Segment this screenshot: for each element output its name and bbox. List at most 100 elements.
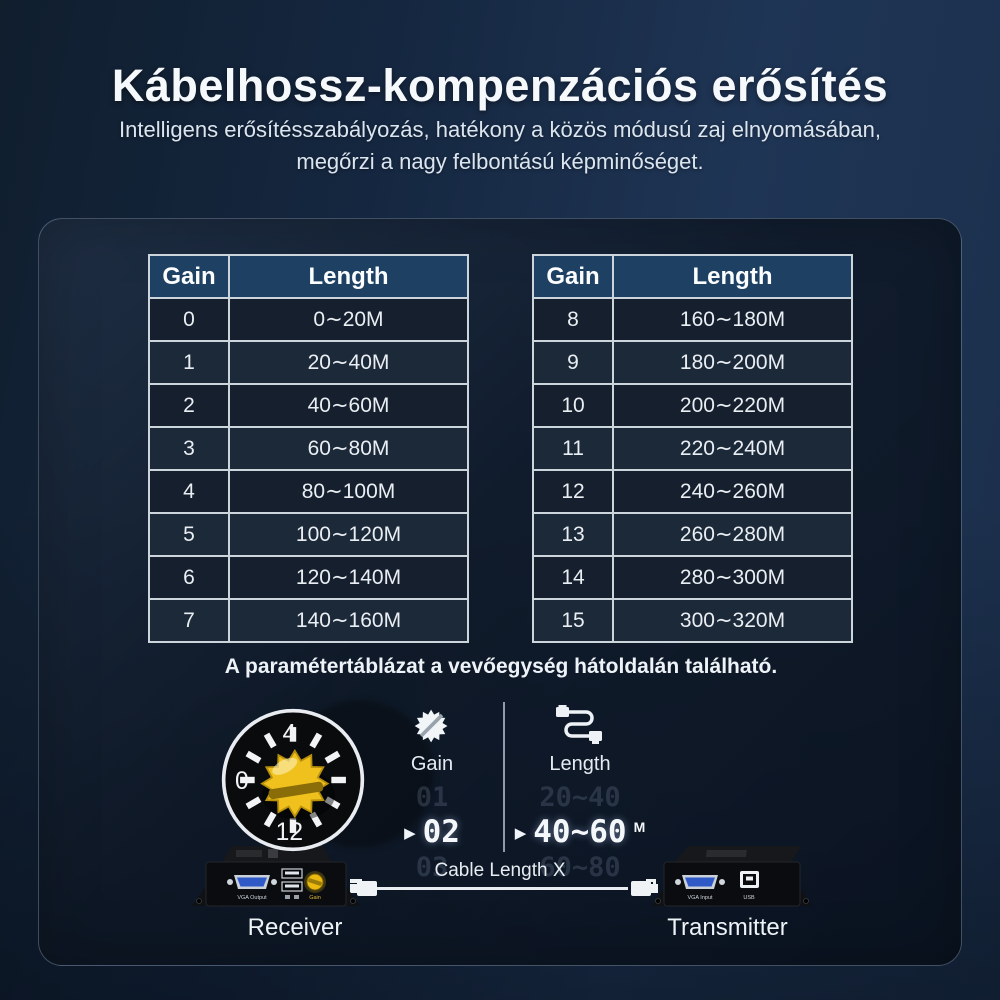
table-row: 9 180∼200M xyxy=(532,340,853,385)
gain-cell: 14 xyxy=(532,555,614,600)
dial-number-bottom: 12 xyxy=(276,819,303,846)
table-row: 6 120∼140M xyxy=(148,555,469,600)
vga-output-port-icon xyxy=(227,875,277,889)
table-header-row: Gain Length xyxy=(148,254,469,299)
cable-icon xyxy=(556,705,602,744)
gain-cell: 12 xyxy=(532,469,614,514)
dial-number-left: 0 xyxy=(235,768,249,795)
gain-knob-label: Gain xyxy=(309,895,321,901)
length-cell: 240∼260M xyxy=(612,469,853,514)
usb-ports-icon xyxy=(281,868,303,899)
gain-cell: 15 xyxy=(532,598,614,643)
length-value-prev: 20~40 xyxy=(539,782,621,813)
table-row: 1 20∼40M xyxy=(148,340,469,385)
subtitle-line-1: Intelligens erősítésszabályozás, hatékon… xyxy=(119,117,881,142)
receiver-label: Receiver xyxy=(247,914,343,941)
column-header: Gain xyxy=(148,254,230,299)
length-cell: 280∼300M xyxy=(612,555,853,600)
length-cell: 220∼240M xyxy=(612,426,853,471)
vga-input-port-icon xyxy=(675,875,725,889)
cable-line xyxy=(376,887,628,890)
selector-arrow-icon: ▶ xyxy=(514,824,527,842)
gain-cell: 9 xyxy=(532,340,614,385)
table-row: 11 220∼240M xyxy=(532,426,853,471)
gain-value-next: 03 xyxy=(415,852,449,883)
table-row: 0 0∼20M xyxy=(148,297,469,342)
table-location-note: A paramétertáblázat a vevőegység hátolda… xyxy=(224,655,778,678)
gain-length-table-right: Gain Length 8 160∼180M 9 180∼200M 10 200∼220M 11… xyxy=(532,254,853,643)
gain-value-prev: 01 xyxy=(415,782,449,813)
table-header-row: Gain Length xyxy=(532,254,853,299)
column-header: Gain xyxy=(532,254,614,299)
gain-cell: 8 xyxy=(532,297,614,342)
length-cell: 140∼160M xyxy=(228,598,469,643)
receiver-device: VGA Output Gain xyxy=(192,842,360,919)
device-top-markings xyxy=(705,850,747,857)
length-unit-label: M xyxy=(633,819,646,835)
table-row: 13 260∼280M xyxy=(532,512,853,557)
gain-cell: 2 xyxy=(148,383,230,428)
table-row: 10 200∼220M xyxy=(532,383,853,428)
length-cell: 40∼60M xyxy=(228,383,469,428)
gain-cell: 3 xyxy=(148,426,230,471)
table-row: 7 140∼160M xyxy=(148,598,469,643)
content-panel: Gain Length 0 0∼20M 1 20∼40M 2 40∼60M 3 60∼80M 4 80… xyxy=(38,218,962,966)
usb-port-label: USB xyxy=(743,895,755,901)
column-header: Length xyxy=(228,254,469,299)
gain-cell: 1 xyxy=(148,340,230,385)
length-cell: 20∼40M xyxy=(228,340,469,385)
length-cell: 160∼180M xyxy=(612,297,853,342)
vga-output-label: VGA Output xyxy=(237,895,267,901)
length-value-next: 60~80 xyxy=(539,852,621,883)
rj45-plug-icon xyxy=(631,879,658,896)
length-cell: 200∼220M xyxy=(612,383,853,428)
length-cell: 60∼80M xyxy=(228,426,469,471)
length-cell: 0∼20M xyxy=(228,297,469,342)
usb-icon xyxy=(294,895,299,899)
usb-b-port-icon xyxy=(740,871,759,888)
gain-cell: 7 xyxy=(148,598,230,643)
usb-icon xyxy=(285,895,290,899)
length-cell: 260∼280M xyxy=(612,512,853,557)
length-cell: 180∼200M xyxy=(612,340,853,385)
readout-divider xyxy=(503,702,505,852)
gain-length-table-left: Gain Length 0 0∼20M 1 20∼40M 2 40∼60M 3 60∼80M 4 80… xyxy=(148,254,469,643)
cable-length-label: Cable Length X xyxy=(434,860,566,881)
table-row: 3 60∼80M xyxy=(148,426,469,471)
gain-readout: Gain 01 ▶ 02 03 xyxy=(372,704,492,881)
length-readout-label: Length xyxy=(549,753,611,775)
subtitle-line-2: megőrzi a nagy felbontású képminőséget. xyxy=(296,149,704,174)
gear-dial-icon xyxy=(414,709,448,743)
device-top-markings xyxy=(236,850,262,857)
table-row: 4 80∼100M xyxy=(148,469,469,514)
length-cell: 120∼140M xyxy=(228,555,469,600)
table-row: 5 100∼120M xyxy=(148,512,469,557)
table-row: 14 280∼300M xyxy=(532,555,853,600)
device-top-markings xyxy=(268,849,278,858)
page-title: Kábelhossz-kompenzációs erősítés xyxy=(111,60,889,111)
dial-number-top: 4 xyxy=(282,721,296,748)
transmitter-device: VGA Input USB xyxy=(652,842,812,919)
rotary-dial-icon: 4 0 12 xyxy=(221,708,365,852)
gain-cell: 0 xyxy=(148,297,230,342)
gain-readout-label: Gain xyxy=(410,753,454,775)
selector-arrow-icon: ▶ xyxy=(404,824,416,842)
table-row: 15 300∼320M xyxy=(532,598,853,643)
gain-dial-magnifier: 4 0 12 xyxy=(220,707,366,853)
cable-connection xyxy=(350,876,658,907)
length-readout: Length 20~40 ▶ 40~60 M 60~80 xyxy=(495,704,665,881)
gain-cell: 11 xyxy=(532,426,614,471)
gain-value-current: 02 xyxy=(422,814,460,850)
length-cell: 300∼320M xyxy=(612,598,853,643)
gain-cell: 13 xyxy=(532,512,614,557)
rj45-plug-icon xyxy=(350,879,377,896)
length-cell: 100∼120M xyxy=(228,512,469,557)
gain-knob-icon xyxy=(304,871,326,893)
gain-cell: 6 xyxy=(148,555,230,600)
vga-input-label: VGA Input xyxy=(687,895,713,901)
column-header: Length xyxy=(612,254,853,299)
length-cell: 80∼100M xyxy=(228,469,469,514)
length-value-current: 40~60 xyxy=(533,814,627,850)
gain-cell: 4 xyxy=(148,469,230,514)
